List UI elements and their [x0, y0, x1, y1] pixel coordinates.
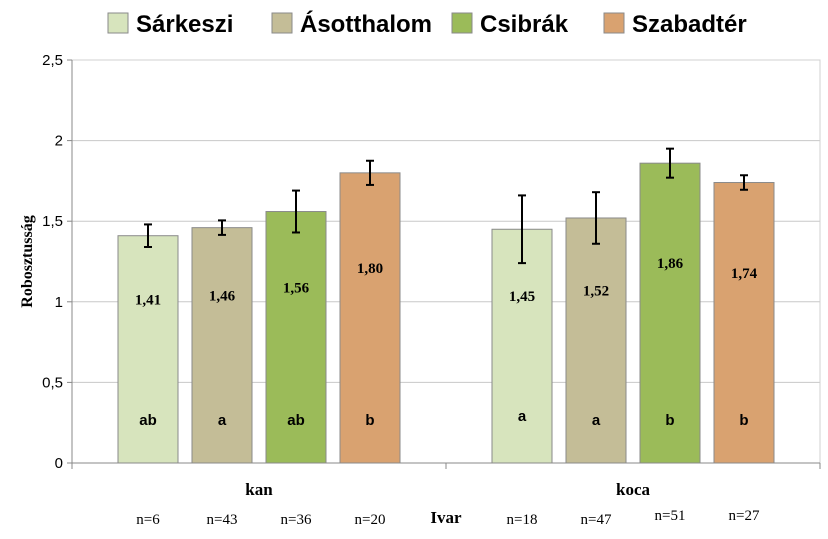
category-label: kan: [245, 480, 273, 499]
significance-label: a: [218, 412, 227, 429]
labels: Robosztusság 1,41abn=61,46an=431,56abn=36…: [19, 215, 760, 528]
legend-swatch: [451, 12, 473, 34]
legend-swatch: [107, 12, 129, 34]
sample-size-label: n=47: [581, 512, 612, 528]
sample-size-label: n=18: [507, 512, 538, 528]
significance-label: b: [365, 412, 374, 429]
sample-size-label: n=6: [136, 512, 160, 528]
y-tick-label: 1,5: [42, 213, 63, 230]
bar: [713, 182, 775, 464]
significance-label: ab: [287, 412, 305, 429]
significance-label: b: [665, 412, 674, 429]
y-tick-label: 0: [55, 455, 63, 472]
bar: [339, 172, 401, 464]
x-axis-label: Ivar: [430, 508, 462, 527]
data-label: 1,86: [657, 256, 684, 272]
data-label: 1,56: [283, 280, 310, 296]
y-tick-label: 0,5: [42, 374, 63, 391]
bar: [491, 228, 553, 464]
legend-swatch: [271, 12, 293, 34]
y-tick-label: 2: [55, 133, 63, 150]
data-label: 1,74: [731, 266, 758, 282]
sample-size-label: n=27: [729, 508, 760, 524]
data-label: 1,52: [583, 283, 609, 299]
legend-swatch: [603, 12, 625, 34]
data-label: 1,80: [357, 261, 383, 277]
y-axis-label: Robosztusság: [19, 215, 36, 307]
legend-label: Szabadtér: [632, 11, 747, 38]
bar: [117, 235, 179, 464]
sample-size-label: n=43: [207, 512, 238, 528]
bars: [117, 147, 775, 464]
bar: [191, 227, 253, 464]
legend-label: Csibrák: [480, 11, 569, 38]
y-tick-label: 1: [55, 294, 63, 311]
bar: [639, 162, 701, 464]
legend-label: Ásotthalom: [300, 10, 432, 38]
data-label: 1,45: [509, 289, 535, 305]
bar: [565, 217, 627, 464]
sample-size-label: n=51: [655, 508, 686, 524]
data-label: 1,46: [209, 288, 236, 304]
significance-label: a: [592, 412, 601, 429]
gridlines: [72, 59, 820, 383]
sample-size-label: n=36: [281, 512, 312, 528]
significance-label: ab: [139, 412, 157, 429]
significance-label: a: [518, 408, 527, 425]
plot-area-border: [71, 59, 821, 464]
sample-size-label: n=20: [355, 512, 386, 528]
data-label: 1,41: [135, 292, 161, 308]
legend-label: Sárkeszi: [136, 11, 233, 38]
category-label: koca: [616, 480, 651, 499]
y-tick-label: 2,5: [42, 52, 63, 69]
significance-label: b: [739, 412, 748, 429]
chart-legend: Sárkeszi Ásotthalom Csibrák Szabadtér: [107, 10, 747, 38]
bar: [265, 211, 327, 464]
